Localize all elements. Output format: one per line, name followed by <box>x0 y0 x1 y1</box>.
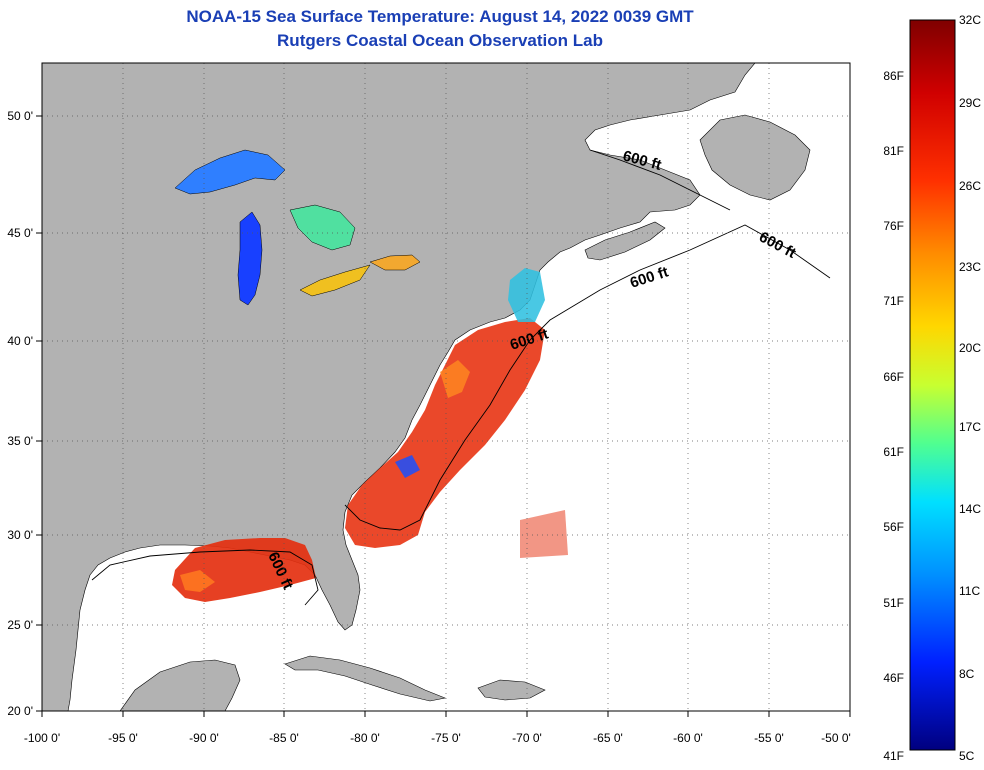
lat-label: 45 0' <box>7 226 33 240</box>
colorbar-fahrenheit-label: 76F <box>883 219 904 233</box>
lake-ontario <box>369 254 421 271</box>
lat-label: 35 0' <box>7 434 33 448</box>
colorbar-celsius-label: 8C <box>959 667 975 681</box>
colorbar-fahrenheit-label: 41F <box>883 749 904 763</box>
colorbar-fahrenheit-label: 56F <box>883 520 904 534</box>
colorbar <box>909 19 956 751</box>
lon-label: -70 0' <box>512 731 542 745</box>
colorbar-fahrenheit-label: 66F <box>883 370 904 384</box>
colorbar-fahrenheit-label: 61F <box>883 445 904 459</box>
sst-offshore-strip <box>520 510 568 558</box>
land-hispaniola <box>477 679 546 701</box>
lon-label: -90 0' <box>189 731 219 745</box>
lon-label: -60 0' <box>673 731 703 745</box>
colorbar-fahrenheit-label: 86F <box>883 69 904 83</box>
lon-label: -65 0' <box>593 731 623 745</box>
colorbar-fahrenheit-label: 81F <box>883 144 904 158</box>
lon-label: -85 0' <box>269 731 299 745</box>
lat-label: 30 0' <box>7 528 33 542</box>
lat-label: 40 0' <box>7 334 33 348</box>
sst-atlantic-swath <box>345 318 545 548</box>
land-nova-scotia <box>584 221 666 261</box>
land-yucatan <box>119 659 241 711</box>
colorbar-fahrenheit-label: 71F <box>883 294 904 308</box>
colorbar-celsius-label: 20C <box>959 341 981 355</box>
colorbar-fahrenheit-label: 46F <box>883 671 904 685</box>
colorbar-celsius-label: 29C <box>959 96 981 110</box>
lon-label: -55 0' <box>754 731 784 745</box>
colorbar-celsius-label: 23C <box>959 260 981 274</box>
lon-label: -100 0' <box>24 731 60 745</box>
lon-label: -50 0' <box>821 731 851 745</box>
map-subtitle: Rutgers Coastal Ocean Observation Lab <box>277 31 603 50</box>
lon-label: -75 0' <box>431 731 461 745</box>
colorbar-celsius-label: 14C <box>959 502 981 516</box>
lon-label: -80 0' <box>350 731 380 745</box>
colorbar-celsius-label: 11C <box>959 584 980 598</box>
lat-label: 20 0' <box>7 704 33 718</box>
sst-gulf-swath-patch <box>180 570 215 592</box>
axis-ticks <box>36 115 851 717</box>
lon-label: -95 0' <box>108 731 138 745</box>
sst-gulf-maine <box>508 268 545 322</box>
isobath-lines <box>91 149 831 606</box>
land-newfoundland <box>699 114 811 201</box>
lake-michigan <box>237 211 263 306</box>
colorbar-celsius-label: 5C <box>959 749 975 763</box>
lake-superior <box>174 149 286 195</box>
map-gridlines <box>42 63 850 711</box>
lat-label: 25 0' <box>7 618 33 632</box>
colorbar-celsius-label: 26C <box>959 179 981 193</box>
sst-atlantic-cool <box>395 455 420 478</box>
map-title: NOAA-15 Sea Surface Temperature: August … <box>186 7 694 26</box>
land-north-america <box>42 63 756 711</box>
lat-label: 50 0' <box>7 109 33 123</box>
sst-atlantic-orange <box>440 360 470 398</box>
colorbar-celsius-label: 32C <box>959 13 981 27</box>
colorbar-celsius-label: 17C <box>959 420 981 434</box>
colorbar-fahrenheit-label: 51F <box>883 596 904 610</box>
lake-erie <box>299 264 371 297</box>
